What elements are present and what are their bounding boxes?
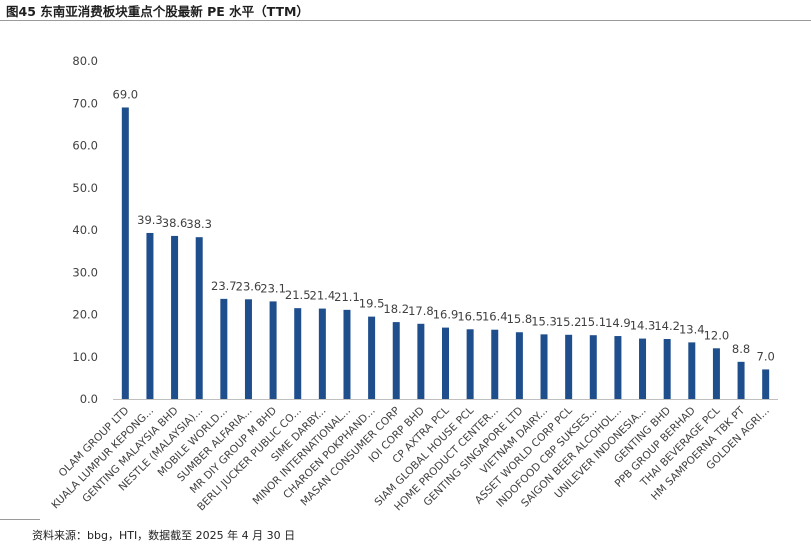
data-label: 14.2 [654,319,680,333]
bar-chart: 0.0 10.0 20.0 30.0 40.0 50.0 60.0 70.0 80.0 69.0… [49,54,778,513]
source-note: 资料来源：bbg，HTI，数据截至 2025 年 4 月 30 日 [32,529,296,542]
bar [663,339,671,399]
source-divider [0,519,40,520]
bar [121,107,129,399]
title-divider [0,20,811,21]
bar-series [121,107,770,399]
data-label: 39.3 [137,213,163,227]
data-label: 21.5 [285,288,311,302]
bar [220,298,228,399]
y-axis: 0.0 10.0 20.0 30.0 40.0 50.0 60.0 70.0 80.0 [72,54,778,406]
y-tick-label: 0.0 [80,392,98,406]
bar [762,369,770,399]
bar [589,335,597,399]
data-label: 23.7 [211,279,237,293]
data-label: 38.3 [186,217,212,231]
data-label: 21.4 [310,289,336,303]
bar [614,336,622,399]
bar [540,334,548,399]
bar [244,299,252,399]
data-label: 16.5 [457,309,483,323]
data-label: 7.0 [757,349,775,363]
bar [171,235,179,399]
data-label: 15.3 [531,314,557,328]
y-tick-label: 70.0 [72,96,98,110]
bar [343,309,351,399]
bar [466,329,474,399]
bar [442,327,449,399]
bar [417,323,425,399]
bar [392,322,400,399]
y-tick-label: 20.0 [72,308,98,322]
bar [195,237,203,399]
data-label: 15.1 [580,315,606,329]
data-label: 17.8 [408,304,434,318]
data-labels: 69.0 39.3 38.6 38.3 23.7 23.6 23.1 21.5 21.4 21.1… [113,87,775,363]
bar [269,301,277,399]
data-label: 21.1 [334,290,360,304]
y-tick-label: 10.0 [72,350,98,364]
chart-title: 图45 东南亚消费板块重点个股最新 PE 水平（TTM） [6,4,309,19]
data-label: 8.8 [732,342,750,356]
bar [515,332,523,399]
y-tick-label: 80.0 [72,54,98,68]
data-label: 13.4 [679,322,705,336]
data-label: 38.6 [162,216,188,230]
bar [368,316,376,399]
category-label: KUALA LUMPUR KEPONG... [49,405,156,512]
data-label: 15.2 [556,315,582,329]
data-label: 14.9 [605,316,631,330]
bar [491,329,499,399]
data-label: 23.6 [236,279,262,293]
bar [318,308,326,399]
bar [737,361,745,399]
y-tick-label: 50.0 [72,181,98,195]
data-label: 16.9 [433,308,459,322]
y-tick-label: 60.0 [72,139,98,153]
data-label: 23.1 [260,281,286,295]
category-label: GENTING MALAYSIA BHD [80,405,180,505]
y-tick-label: 30.0 [72,265,98,279]
bar [688,342,696,399]
data-label: 69.0 [113,87,139,101]
data-label: 18.2 [383,302,409,316]
data-label: 12.0 [704,328,730,342]
y-tick-label: 40.0 [72,223,98,237]
bar [565,334,573,399]
bar [146,232,154,399]
data-label: 14.3 [630,319,656,333]
data-label: 15.8 [507,312,533,326]
bar [294,308,302,399]
bar [712,348,720,399]
data-label: 16.4 [482,310,508,324]
data-label: 19.5 [359,297,385,311]
bar [639,338,647,399]
